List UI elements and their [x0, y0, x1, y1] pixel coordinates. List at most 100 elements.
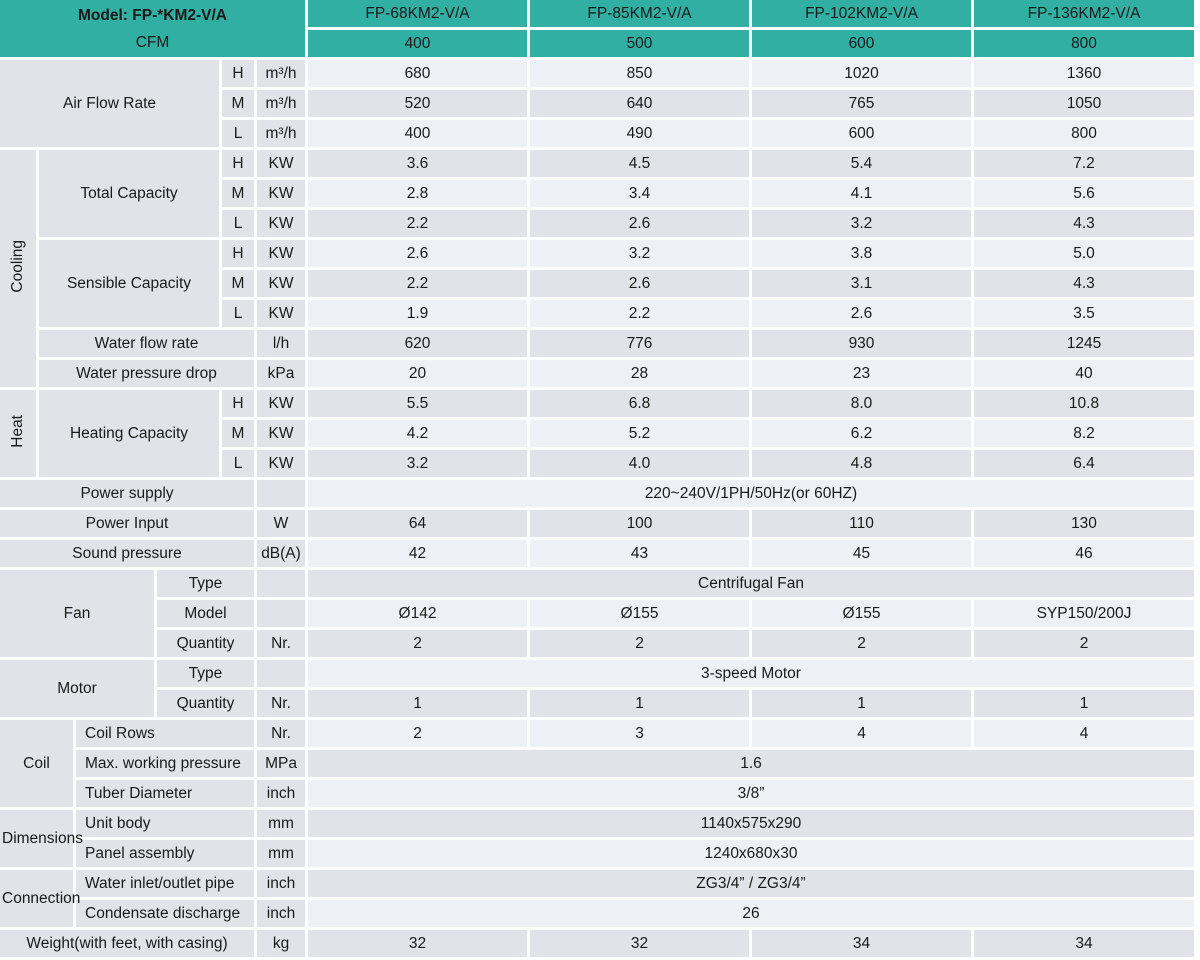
spec-value: 10.8 — [974, 390, 1194, 417]
spec-value: 7.2 — [974, 150, 1194, 177]
unit-label: MPa — [257, 750, 305, 777]
unit-label: inch — [257, 900, 305, 927]
table-row: Connection Water inlet/outlet pipe inch ZG3… — [0, 870, 1194, 927]
unit-label: KW — [257, 210, 305, 237]
unit-label: W — [257, 510, 305, 537]
table-row: L KW 3.2 4.0 4.8 6.4 — [0, 450, 1194, 477]
sub-row-label: Unit body — [76, 810, 254, 837]
sub-row-label: Type — [157, 570, 254, 597]
model-title: Model: FP-*KM2-V/A — [78, 6, 227, 24]
row-label: Motor — [0, 660, 154, 717]
spec-value: 3.8 — [752, 240, 971, 267]
row-label: Water pressure drop — [39, 360, 254, 387]
model-column-header: FP-85KM2-V/A — [530, 0, 749, 27]
spec-value: 2.6 — [530, 210, 749, 237]
spec-value: 620 — [308, 330, 527, 357]
spec-value: 6.8 — [530, 390, 749, 417]
row-label: Power supply — [0, 480, 254, 507]
row-label: Weight(with feet, with casing) — [0, 930, 254, 957]
unit-label: m³/h — [257, 60, 305, 87]
table-row: Water pressure drop kPa 20 28 23 40 — [0, 360, 1194, 387]
spec-value: 490 — [530, 120, 749, 147]
table-row: Motor Type 3-speed Motor — [0, 660, 1194, 717]
cfm-value: 800 — [974, 30, 1194, 57]
table-row: 400 500 600 800 — [0, 30, 1194, 57]
sub-row-label: Condensate discharge — [76, 900, 254, 927]
spec-value: 2 — [752, 630, 971, 657]
table-row: M KW 2.8 3.4 4.1 5.6 — [0, 180, 1194, 207]
spec-value: 3.5 — [974, 300, 1194, 327]
label-text: Cooling — [9, 239, 27, 293]
unit-label: Nr. — [257, 720, 305, 747]
spec-value: 4.1 — [752, 180, 971, 207]
spec-value: 776 — [530, 330, 749, 357]
unit-label: l/h — [257, 330, 305, 357]
unit-label: mm — [257, 840, 305, 867]
fan-speed-level: M — [222, 270, 254, 297]
fan-speed-level: L — [222, 120, 254, 147]
spec-value: Ø155 — [530, 600, 749, 627]
unit-label: KW — [257, 180, 305, 207]
unit-label: inch — [257, 870, 305, 897]
spec-value: 520 — [308, 90, 527, 117]
spec-value-span: 26 — [308, 900, 1194, 927]
spec-value-span: 1140x575x290 — [308, 810, 1194, 837]
spec-value: 2.6 — [308, 240, 527, 267]
spec-value: 4.0 — [530, 450, 749, 477]
table-row: Dimensions Unit body mm 1140x575x290 — [0, 810, 1194, 867]
spec-value: 1.9 — [308, 300, 527, 327]
spec-value: 6.4 — [974, 450, 1194, 477]
spec-value: 1 — [308, 690, 527, 717]
unit-label: m³/h — [257, 90, 305, 117]
table-row: Coil Coil Rows Nr. 2 3 4 4 — [0, 720, 1194, 807]
spec-value: 28 — [530, 360, 749, 387]
label-text: Connection — [2, 889, 81, 907]
spec-value: 110 — [752, 510, 971, 537]
unit-label: KW — [257, 240, 305, 267]
fan-speed-level: L — [222, 210, 254, 237]
table-row: Panel assembly mm 1240x680x30 — [0, 840, 1194, 867]
fan-speed-level: L — [222, 300, 254, 327]
fan-speed-level: H — [222, 240, 254, 267]
spec-value: 5.6 — [974, 180, 1194, 207]
spec-value: 2.2 — [308, 270, 527, 297]
fan-speed-level: H — [222, 390, 254, 417]
unit-label: KW — [257, 270, 305, 297]
section-label: Dimensions — [0, 810, 83, 867]
spec-value: 3.4 — [530, 180, 749, 207]
row-label: Sound pressure — [0, 540, 254, 567]
model-column-header: FP-102KM2-V/A — [752, 0, 971, 27]
spec-value: 1020 — [752, 60, 971, 87]
spec-value: 23 — [752, 360, 971, 387]
table-row: Power Input W 64 100 110 130 — [0, 510, 1194, 537]
table-row: Sound pressure dB(A) 42 43 45 46 — [0, 540, 1194, 567]
spec-value: 8.2 — [974, 420, 1194, 447]
spec-value: 4.2 — [308, 420, 527, 447]
unit-label — [257, 570, 305, 597]
row-label: Air Flow Rate — [0, 60, 219, 147]
spec-value: 765 — [752, 90, 971, 117]
unit-label: mm — [257, 810, 305, 837]
unit-label: KW — [257, 150, 305, 177]
sub-row-label: Water inlet/outlet pipe — [76, 870, 254, 897]
spec-value: 34 — [974, 930, 1194, 957]
spec-value-span: ZG3/4” / ZG3/4” — [308, 870, 1194, 897]
fan-speed-level: M — [222, 420, 254, 447]
table-row: Model: FP-*KM2-V/A CFM FP-68KM2-V/A FP-85KM… — [0, 0, 1194, 57]
table-row: Condensate discharge inch 26 — [0, 900, 1194, 927]
cfm-value: 400 — [308, 30, 527, 57]
model-column-header: FP-136KM2-V/A — [974, 0, 1194, 27]
section-label-vertical: Heat — [0, 390, 36, 477]
table-row: M KW 4.2 5.2 6.2 8.2 — [0, 420, 1194, 447]
sub-row-label: Tuber Diameter — [76, 780, 254, 807]
unit-label: Nr. — [257, 690, 305, 717]
fan-speed-level: H — [222, 150, 254, 177]
spec-value: 4.3 — [974, 210, 1194, 237]
table-row: Heat Heating Capacity H KW 5.5 6.8 8.0 10.8 — [0, 390, 1194, 477]
row-label: Sensible Capacity — [39, 240, 219, 327]
spec-value: SYP150/200J — [974, 600, 1194, 627]
model-column-header: FP-68KM2-V/A — [308, 0, 527, 27]
